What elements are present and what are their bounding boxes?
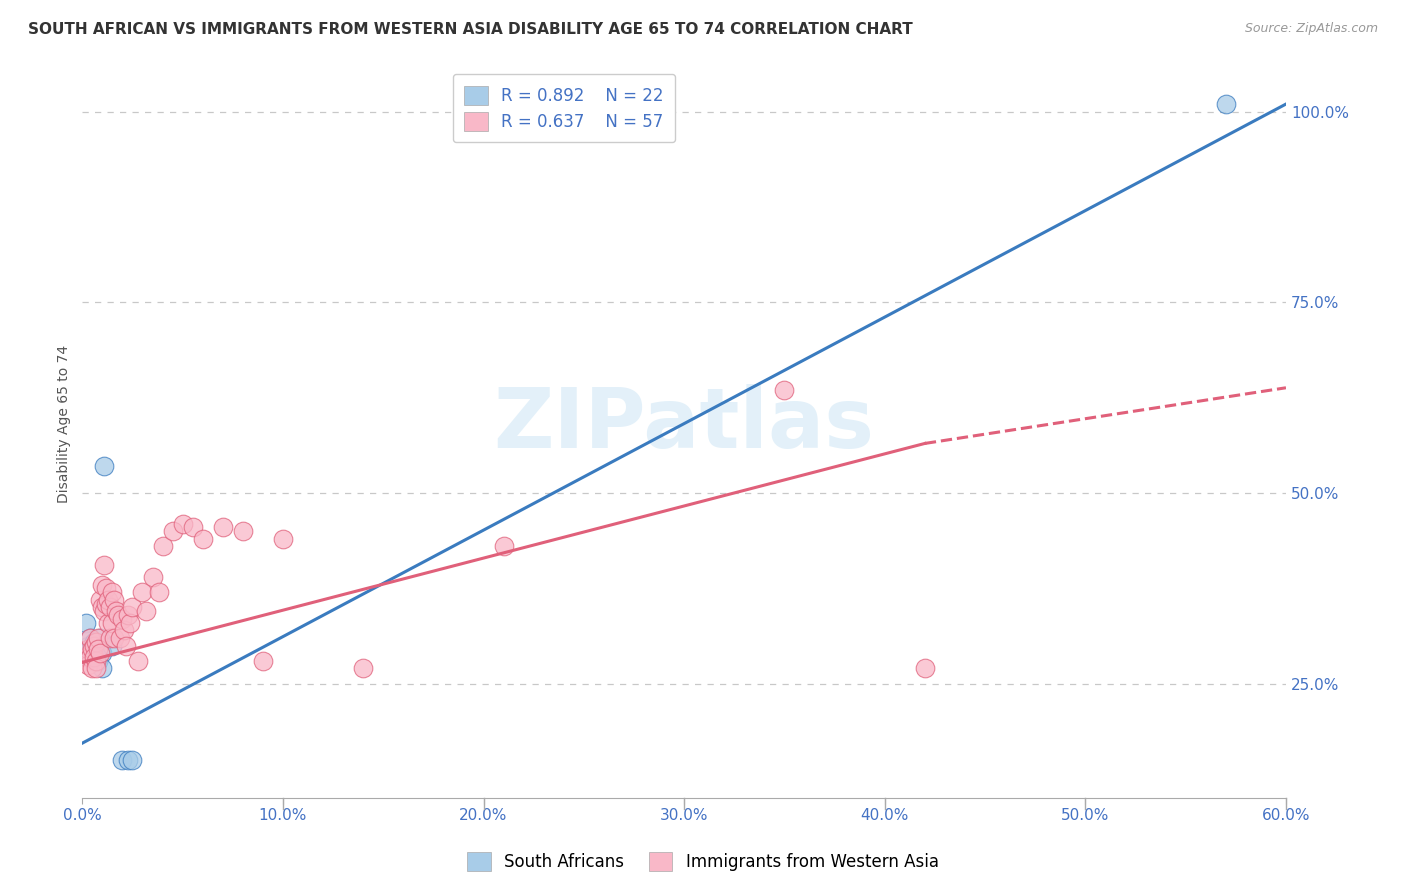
Point bbox=[121, 600, 143, 615]
Point bbox=[77, 650, 100, 665]
Point bbox=[91, 661, 114, 675]
Point bbox=[93, 558, 115, 573]
Legend: R = 0.892    N = 22, R = 0.637    N = 57: R = 0.892 N = 22, R = 0.637 N = 57 bbox=[453, 74, 675, 143]
Point bbox=[148, 585, 170, 599]
Point bbox=[352, 661, 374, 675]
Point bbox=[89, 592, 111, 607]
Point bbox=[87, 639, 110, 653]
Point bbox=[82, 650, 104, 665]
Point bbox=[101, 615, 124, 630]
Point bbox=[191, 532, 214, 546]
Point bbox=[127, 654, 149, 668]
Text: ZIPatlas: ZIPatlas bbox=[494, 384, 875, 465]
Y-axis label: Disability Age 65 to 74: Disability Age 65 to 74 bbox=[58, 345, 72, 503]
Point bbox=[86, 642, 108, 657]
Point bbox=[141, 570, 163, 584]
Point bbox=[152, 540, 174, 554]
Point bbox=[492, 540, 515, 554]
Point bbox=[773, 383, 796, 397]
Point bbox=[232, 524, 254, 538]
Point bbox=[97, 592, 120, 607]
Point bbox=[271, 532, 294, 546]
Point bbox=[162, 524, 184, 538]
Point bbox=[79, 631, 101, 645]
Point bbox=[211, 520, 233, 534]
Point bbox=[914, 661, 936, 675]
Point bbox=[75, 615, 97, 630]
Point bbox=[82, 642, 104, 657]
Point bbox=[101, 639, 124, 653]
Point bbox=[83, 650, 105, 665]
Text: SOUTH AFRICAN VS IMMIGRANTS FROM WESTERN ASIA DISABILITY AGE 65 TO 74 CORRELATIO: SOUTH AFRICAN VS IMMIGRANTS FROM WESTERN… bbox=[28, 22, 912, 37]
Point bbox=[100, 600, 122, 615]
Point bbox=[1215, 97, 1237, 112]
Point bbox=[252, 654, 274, 668]
Point bbox=[87, 654, 110, 668]
Point bbox=[110, 631, 132, 645]
Point bbox=[107, 607, 129, 622]
Point bbox=[87, 631, 110, 645]
Point bbox=[83, 639, 105, 653]
Point bbox=[131, 585, 153, 599]
Point bbox=[111, 753, 134, 767]
Point bbox=[91, 577, 114, 591]
Point bbox=[77, 657, 100, 672]
Point bbox=[103, 592, 125, 607]
Point bbox=[93, 459, 115, 474]
Point bbox=[83, 654, 105, 668]
Point bbox=[172, 516, 194, 531]
Point bbox=[115, 639, 138, 653]
Point bbox=[75, 650, 97, 665]
Point bbox=[112, 624, 135, 638]
Point bbox=[82, 642, 104, 657]
Text: Source: ZipAtlas.com: Source: ZipAtlas.com bbox=[1244, 22, 1378, 36]
Point bbox=[86, 654, 108, 668]
Point bbox=[101, 585, 124, 599]
Point bbox=[87, 642, 110, 657]
Point bbox=[97, 615, 120, 630]
Point bbox=[117, 607, 139, 622]
Point bbox=[111, 612, 134, 626]
Point bbox=[103, 631, 125, 645]
Point bbox=[86, 634, 108, 648]
Point bbox=[79, 650, 101, 665]
Point bbox=[89, 631, 111, 645]
Point bbox=[181, 520, 204, 534]
Point bbox=[117, 753, 139, 767]
Point bbox=[120, 615, 142, 630]
Point bbox=[86, 650, 108, 665]
Point bbox=[105, 604, 128, 618]
Point bbox=[135, 604, 157, 618]
Point bbox=[79, 642, 101, 657]
Point bbox=[121, 753, 143, 767]
Point bbox=[96, 582, 118, 596]
Point bbox=[83, 634, 105, 648]
Point bbox=[77, 639, 100, 653]
Point bbox=[79, 631, 101, 645]
Point bbox=[77, 642, 100, 657]
Point bbox=[91, 600, 114, 615]
Legend: South Africans, Immigrants from Western Asia: South Africans, Immigrants from Western … bbox=[458, 843, 948, 880]
Point bbox=[100, 631, 122, 645]
Point bbox=[91, 646, 114, 660]
Point bbox=[86, 661, 108, 675]
Point bbox=[82, 661, 104, 675]
Point bbox=[93, 604, 115, 618]
Point bbox=[89, 646, 111, 660]
Point bbox=[96, 597, 118, 611]
